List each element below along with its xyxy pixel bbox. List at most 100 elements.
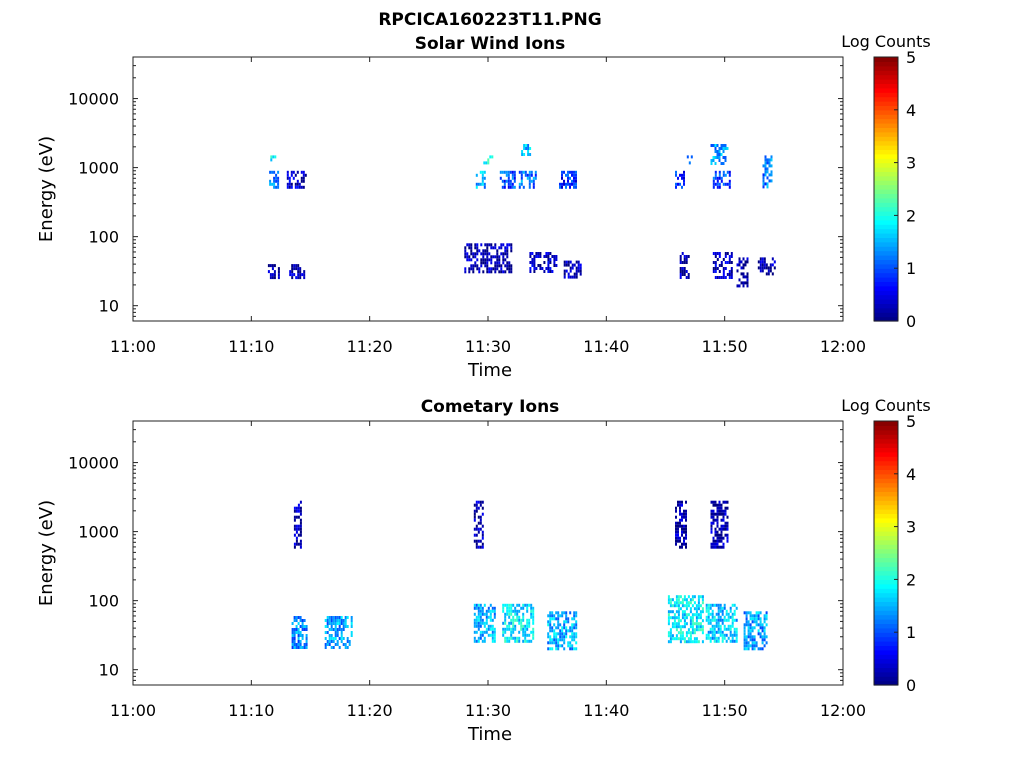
- heatmap-cell: [563, 179, 565, 183]
- heatmap-cell: [675, 628, 678, 632]
- heatmap-cell: [713, 624, 716, 628]
- heatmap-cell: [714, 518, 717, 522]
- heatmap-cell: [567, 170, 569, 174]
- heatmap-cell: [491, 636, 494, 640]
- heatmap-cell: [510, 618, 513, 622]
- heatmap-cell: [269, 170, 272, 174]
- heatmap-cell: [539, 255, 542, 258]
- heatmap-cell: [293, 273, 296, 277]
- heatmap-cell: [506, 261, 509, 265]
- heatmap-cell: [733, 618, 736, 622]
- colorbar-segment: [874, 228, 898, 234]
- heatmap-cell: [710, 521, 713, 525]
- colorbar-segment: [874, 663, 898, 668]
- heatmap-cell: [511, 176, 514, 180]
- heatmap-cell: [510, 249, 513, 253]
- x-tick-label: 11:30: [465, 701, 511, 720]
- heatmap-cell: [687, 276, 690, 279]
- heatmap-cell: [567, 179, 569, 183]
- heatmap-cell: [718, 506, 721, 510]
- heatmap-cell: [567, 272, 570, 276]
- heatmap-cell: [537, 264, 540, 267]
- heatmap-cell: [717, 618, 720, 622]
- heatmap-cell: [705, 618, 708, 622]
- heatmap-cell: [717, 609, 720, 613]
- heatmap-cell: [481, 533, 484, 537]
- heatmap-cell: [479, 633, 482, 637]
- heatmap-cell: [575, 623, 578, 627]
- heatmap-cell: [573, 647, 576, 651]
- heatmap-cell: [728, 270, 731, 273]
- heatmap-cell: [675, 622, 678, 626]
- heatmap-cell: [302, 170, 305, 174]
- colorbar-segment: [874, 601, 898, 607]
- heatmap-cell: [543, 261, 546, 264]
- heatmap-cell: [297, 509, 300, 513]
- heatmap-cell: [511, 185, 514, 189]
- heatmap-cell: [488, 267, 491, 271]
- heatmap-cell: [474, 252, 477, 256]
- heatmap-cell: [324, 646, 327, 649]
- colorbar-segment: [874, 79, 898, 84]
- colorbar-segment: [874, 193, 898, 199]
- heatmap-cell: [681, 515, 683, 519]
- heatmap-cell: [496, 261, 499, 265]
- heatmap-cell: [303, 273, 306, 277]
- colorbar-tick-label: 5: [906, 412, 916, 431]
- heatmap-cell: [273, 270, 276, 274]
- colorbar-segment: [874, 263, 898, 269]
- heatmap-cell: [683, 255, 686, 258]
- heatmap-cell: [479, 182, 482, 186]
- colorbar-segment: [874, 658, 898, 664]
- colorbar-segment: [874, 588, 898, 594]
- heatmap-cell: [689, 631, 692, 635]
- heatmap-cell: [508, 261, 511, 265]
- heatmap-cell: [751, 617, 754, 621]
- heatmap-cell: [493, 606, 496, 610]
- heatmap-cell: [482, 258, 485, 262]
- heatmap-cell: [295, 542, 298, 546]
- heatmap-cell: [667, 598, 670, 602]
- heatmap-cell: [510, 606, 513, 610]
- heatmap-cell: [714, 533, 717, 537]
- heatmap-cell: [757, 611, 760, 615]
- heatmap-cell: [565, 617, 568, 621]
- heatmap-cell: [573, 179, 575, 183]
- heatmap-cell: [693, 595, 696, 599]
- heatmap-cell: [481, 621, 484, 625]
- heatmap-cell: [293, 631, 296, 634]
- heatmap-cell: [728, 170, 731, 174]
- heatmap-cell: [299, 640, 302, 643]
- heatmap-cell: [726, 533, 729, 537]
- heatmap-cell: [719, 630, 722, 634]
- heatmap-cell: [763, 638, 766, 642]
- heatmap-cell: [561, 614, 564, 618]
- heatmap-cell: [723, 633, 726, 637]
- heatmap-cell: [543, 255, 546, 258]
- heatmap-cell: [493, 633, 496, 637]
- heatmap-cell: [474, 246, 477, 250]
- heatmap-cell: [473, 639, 476, 643]
- heatmap-cell: [731, 633, 734, 637]
- heatmap-cell: [478, 249, 481, 253]
- heatmap-cell: [531, 258, 534, 261]
- heatmap-cell: [571, 632, 574, 636]
- heatmap-cell: [722, 150, 725, 153]
- heatmap-cell: [530, 612, 533, 616]
- heatmap-cell: [528, 185, 531, 189]
- heatmap-cell: [277, 170, 280, 174]
- heatmap-cell: [297, 524, 300, 528]
- heatmap-cell: [473, 503, 476, 507]
- heatmap-cell: [506, 603, 509, 607]
- heatmap-cell: [691, 625, 694, 629]
- heatmap-cell: [516, 639, 519, 643]
- heatmap-cell: [677, 524, 679, 528]
- heatmap-cell: [761, 269, 764, 273]
- heatmap-cell: [297, 542, 300, 546]
- heatmap-cell: [735, 636, 738, 640]
- heatmap-cell: [332, 619, 335, 622]
- heatmap-cell: [718, 147, 721, 150]
- heatmap-cell: [743, 623, 746, 627]
- heatmap-cell: [486, 270, 489, 274]
- heatmap-cell: [518, 630, 521, 634]
